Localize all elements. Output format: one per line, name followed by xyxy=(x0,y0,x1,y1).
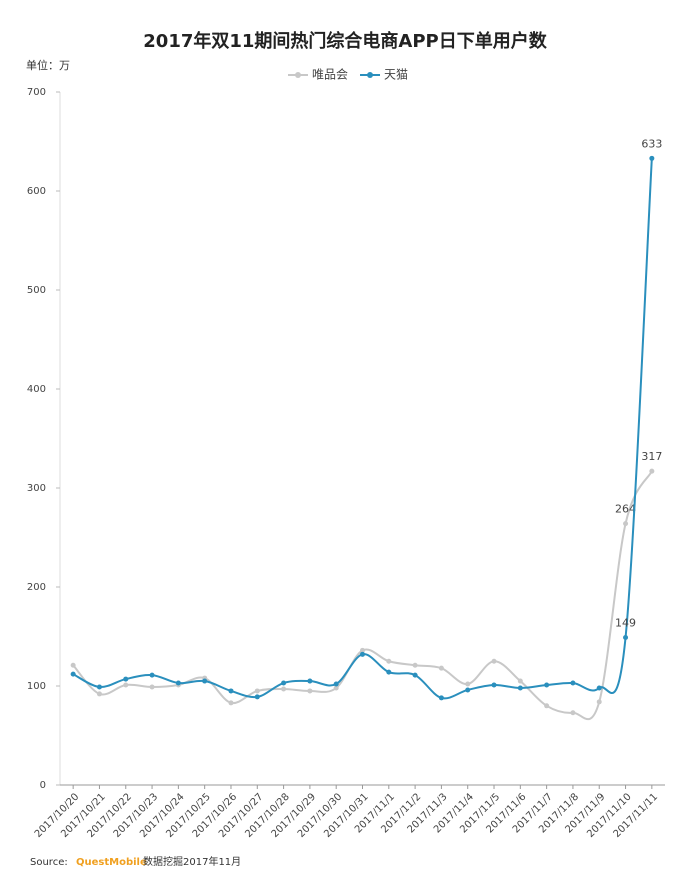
data-point xyxy=(570,710,576,716)
y-tick-label: 300 xyxy=(27,483,46,494)
data-label: 633 xyxy=(641,137,662,150)
data-point xyxy=(438,695,444,701)
data-point xyxy=(360,651,365,657)
data-point xyxy=(517,685,523,691)
data-point xyxy=(96,684,102,690)
data-point xyxy=(123,676,129,682)
data-point xyxy=(70,662,76,668)
data-point xyxy=(491,658,497,664)
data-point xyxy=(649,155,655,161)
data-point xyxy=(96,691,102,697)
legend-label: 唯品会 xyxy=(312,68,348,82)
data-point xyxy=(281,686,287,692)
data-point xyxy=(202,678,208,684)
data-point xyxy=(596,699,602,705)
data-point xyxy=(333,681,339,687)
y-tick-label: 500 xyxy=(27,285,46,296)
y-tick-label: 0 xyxy=(40,780,46,791)
y-tick-label: 400 xyxy=(27,384,46,395)
data-point xyxy=(175,680,181,686)
legend-label: 天猫 xyxy=(384,68,408,82)
source-text: 数据挖掘2017年11月 xyxy=(143,855,241,868)
data-point xyxy=(386,669,392,675)
data-point xyxy=(465,687,471,693)
data-point xyxy=(254,694,260,700)
y-tick-label: 100 xyxy=(27,681,46,692)
data-point xyxy=(544,682,550,688)
data-point xyxy=(491,682,497,688)
legend-marker xyxy=(295,72,301,78)
data-point xyxy=(412,662,418,668)
source-prefix: Source: xyxy=(30,857,68,868)
data-point xyxy=(465,681,471,687)
data-point xyxy=(307,678,313,684)
data-point xyxy=(544,703,550,709)
y-tick-label: 600 xyxy=(27,186,46,197)
y-tick-label: 700 xyxy=(27,87,46,98)
series-line xyxy=(72,158,653,700)
data-point xyxy=(517,678,523,684)
data-point xyxy=(412,672,418,678)
y-unit: 单位：万 xyxy=(26,58,70,72)
data-point xyxy=(649,468,655,474)
data-point xyxy=(254,688,260,694)
data-point xyxy=(438,665,444,671)
legend-marker xyxy=(367,72,374,78)
data-label: 149 xyxy=(615,616,636,629)
data-point xyxy=(281,680,287,686)
chart-title: 2017年双11期间热门综合电商APP日下单用户数 xyxy=(143,30,547,52)
series-line xyxy=(72,470,653,721)
data-label: 264 xyxy=(615,503,636,516)
data-point xyxy=(307,688,313,694)
data-point xyxy=(360,647,365,653)
data-label: 317 xyxy=(641,450,662,463)
data-point xyxy=(149,672,155,678)
y-tick-label: 200 xyxy=(27,582,46,593)
data-point xyxy=(333,685,339,691)
data-point xyxy=(228,700,234,706)
data-point xyxy=(623,521,629,527)
data-point xyxy=(149,684,155,690)
data-point xyxy=(123,682,129,688)
data-point xyxy=(570,680,576,686)
data-point xyxy=(70,671,76,677)
data-point xyxy=(386,658,392,664)
data-point xyxy=(623,634,629,640)
data-point xyxy=(228,688,234,694)
data-point xyxy=(596,685,602,691)
source-brand: QuestMobile xyxy=(76,857,147,868)
